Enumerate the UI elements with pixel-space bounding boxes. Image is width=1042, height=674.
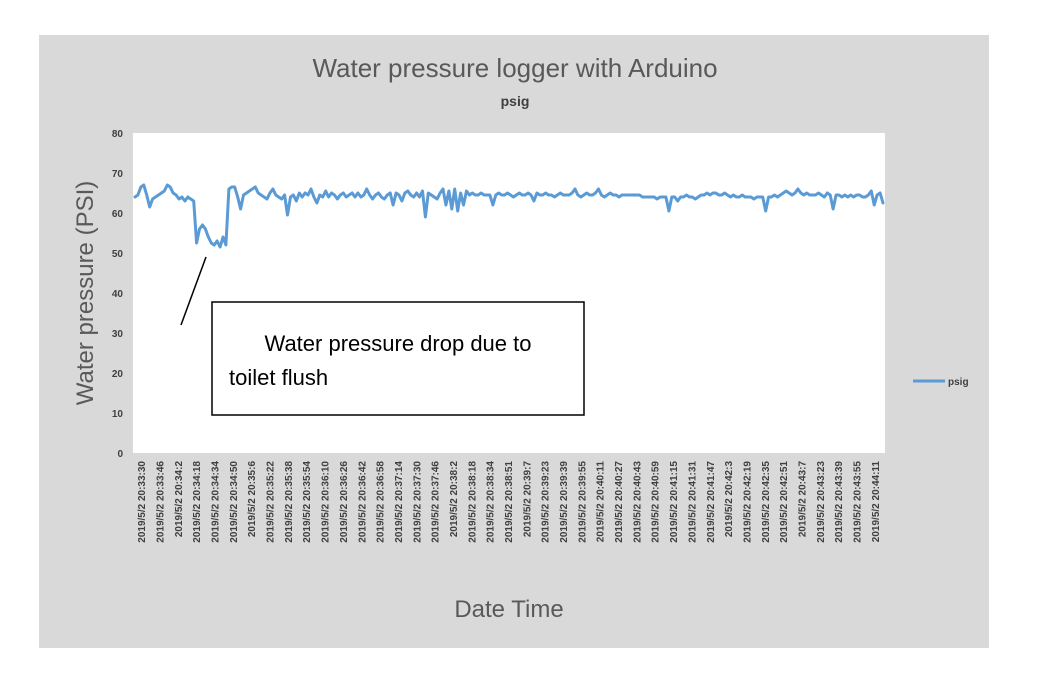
x-tick-label: 2019/5/2 20:42:19 [742,461,753,543]
chart-subtitle: psig [501,93,530,109]
legend-label-psig: psig [948,377,969,388]
x-tick-label: 2019/5/2 20:34:34 [211,461,222,543]
x-tick-label: 2019/5/2 20:42:3 [724,461,735,538]
line-chart: Water pressure logger with Arduino psig … [72,53,969,623]
y-tick-label: 50 [112,249,124,260]
y-tick-label: 30 [112,329,124,340]
x-tick-label: 2019/5/2 20:39:55 [577,461,588,543]
annotation-text-line1: Water pressure drop due to [265,331,532,356]
x-tick-label: 2019/5/2 20:37:46 [431,461,442,543]
x-tick-label: 2019/5/2 20:43:7 [797,461,808,538]
x-tick-label: 2019/5/2 20:35:6 [247,461,258,538]
y-tick-label: 20 [112,369,124,380]
y-tick-label: 10 [112,409,124,420]
chart-title: Water pressure logger with Arduino [312,53,717,83]
x-axis-label: Date Time [454,596,563,623]
x-tick-label: 2019/5/2 20:37:30 [412,461,423,543]
x-tick-label: 2019/5/2 20:43:23 [816,461,827,543]
x-tick-label: 2019/5/2 20:35:38 [284,461,295,543]
annotation-box [211,301,585,416]
x-tick-label: 2019/5/2 20:39:23 [541,461,552,543]
x-tick-label: 2019/5/2 20:37:14 [394,461,405,543]
x-tick-label: 2019/5/2 20:34:50 [229,461,240,543]
x-tick-label: 2019/5/2 20:41:47 [706,461,717,543]
x-tick-label: 2019/5/2 20:38:34 [486,461,497,543]
x-tick-label: 2019/5/2 20:39:7 [522,461,533,538]
x-tick-label: 2019/5/2 20:43:39 [834,461,845,543]
x-axis-ticks: 2019/5/2 20:33:30 2019/5/2 20:33:46 2019/5… [137,461,882,543]
x-tick-label: 2019/5/2 20:41:15 [669,461,680,543]
series-line-psig [133,183,885,249]
x-tick-label: 2019/5/2 20:38:51 [504,461,515,543]
x-tick-label: 2019/5/2 20:44:11 [871,461,882,543]
x-tick-label: 2019/5/2 20:34:2 [174,461,185,538]
y-tick-label: 60 [112,209,124,220]
x-tick-label: 2019/5/2 20:41:31 [687,461,698,543]
annotation-text-line2: toilet flush [229,365,328,390]
x-tick-label: 2019/5/2 20:38:18 [467,461,478,543]
x-tick-label: 2019/5/2 20:42:51 [779,461,790,543]
x-tick-label: 2019/5/2 20:39:39 [559,461,570,543]
y-tick-label: 0 [117,449,123,460]
y-tick-label: 70 [112,169,124,180]
x-tick-label: 2019/5/2 20:36:58 [376,461,387,543]
x-tick-label: 2019/5/2 20:40:11 [596,461,607,543]
x-tick-label: 2019/5/2 20:33:30 [137,461,148,543]
y-tick-label: 80 [112,129,124,140]
x-tick-label: 2019/5/2 20:35:22 [266,461,277,543]
y-tick-label: 40 [112,289,124,300]
y-axis-ticks: 0 10 20 30 40 50 60 70 80 [112,129,124,460]
x-tick-label: 2019/5/2 20:33:46 [156,461,167,543]
x-tick-label: 2019/5/2 20:36:26 [339,461,350,543]
x-tick-label: 2019/5/2 20:34:18 [192,461,203,543]
x-tick-label: 2019/5/2 20:36:10 [321,461,332,543]
x-tick-label: 2019/5/2 20:35:54 [302,461,313,543]
chart-frame: Water pressure logger with Arduino psig … [39,35,989,648]
x-tick-label: 2019/5/2 20:43:55 [852,461,863,543]
x-tick-label: 2019/5/2 20:40:27 [614,461,625,543]
x-tick-label: 2019/5/2 20:38:2 [449,461,460,538]
annotation-pointer-line [180,256,207,326]
x-tick-label: 2019/5/2 20:40:59 [651,461,662,543]
x-tick-label: 2019/5/2 20:36:42 [357,461,368,543]
x-tick-label: 2019/5/2 20:42:35 [761,461,772,543]
y-axis-label: Water pressure (PSI) [72,181,99,406]
x-tick-label: 2019/5/2 20:40:43 [632,461,643,543]
